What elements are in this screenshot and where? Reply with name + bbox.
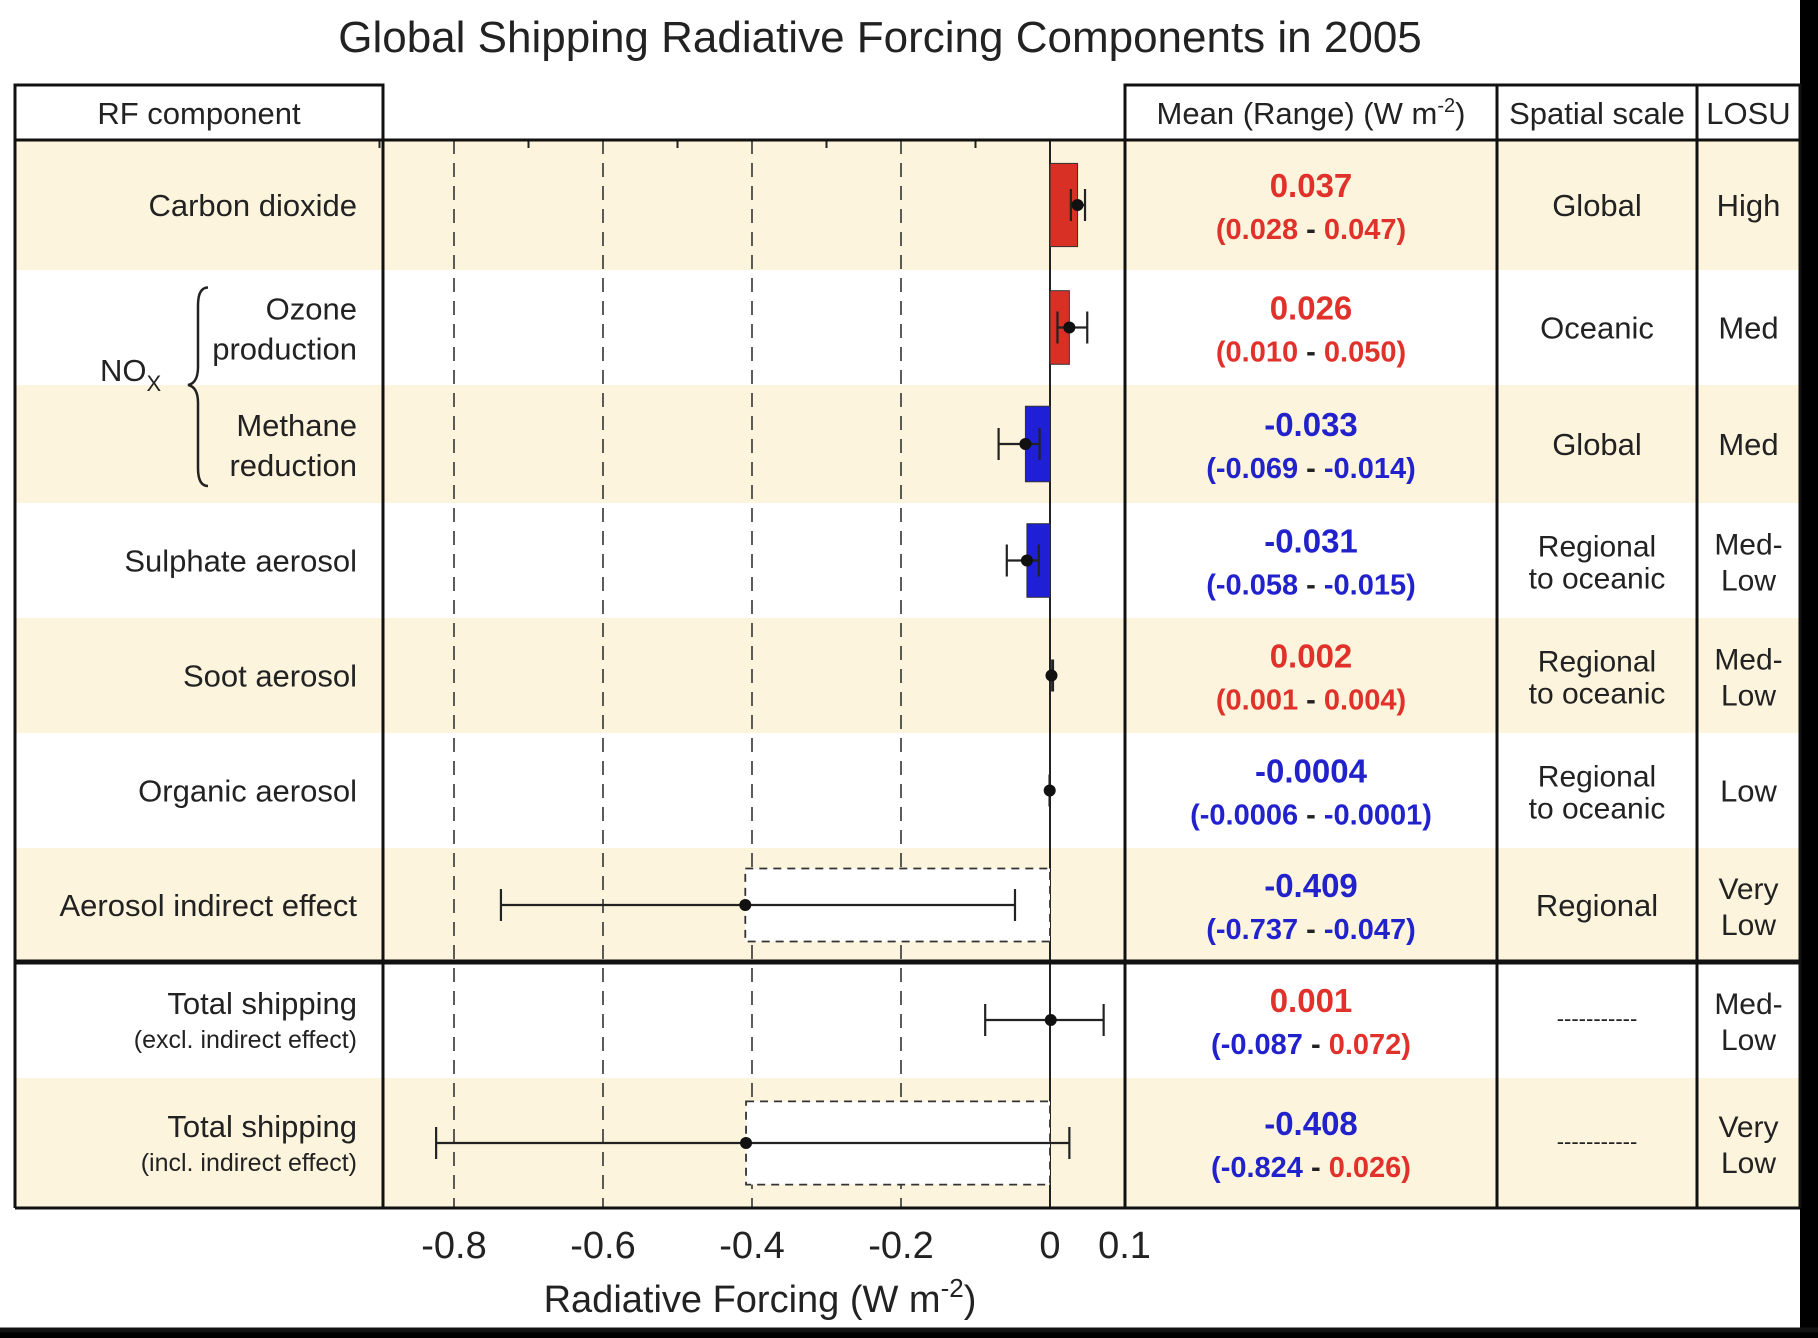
mean-point xyxy=(739,899,752,911)
row-label: Soot aerosol xyxy=(183,659,357,694)
spatial-scale: Oceanic xyxy=(1540,311,1654,346)
spatial-scale: Regional xyxy=(1536,888,1658,923)
chart-title: Global Shipping Radiative Forcing Compon… xyxy=(338,13,1422,62)
spatial-scale: to oceanic xyxy=(1529,563,1666,596)
mean-point xyxy=(1020,554,1033,567)
mean-point xyxy=(1071,199,1084,211)
mean-value: -0.033 xyxy=(1264,406,1358,443)
losu-value: Med xyxy=(1718,427,1778,462)
spatial-scale: Regional xyxy=(1538,646,1656,679)
mean-value: 0.002 xyxy=(1270,638,1353,675)
losu-value: Low xyxy=(1721,680,1776,713)
header-spatial-scale: Spatial scale xyxy=(1509,96,1685,131)
mean-point xyxy=(1045,669,1058,682)
row-label: Methane xyxy=(236,408,357,443)
spatial-scale: to oceanic xyxy=(1529,793,1666,826)
spatial-scale: Global xyxy=(1552,188,1642,223)
losu-value: Low xyxy=(1720,774,1777,809)
mean-point xyxy=(1063,321,1076,334)
mean-value: -0.031 xyxy=(1264,523,1358,560)
losu-value: High xyxy=(1717,188,1781,223)
losu-value: Very xyxy=(1718,1111,1778,1144)
losu-value: Low xyxy=(1721,1024,1776,1057)
x-tick-label: -0.2 xyxy=(868,1225,933,1267)
nox-brace xyxy=(187,286,209,488)
range-text: (-0.0006 - -0.0001) xyxy=(1190,800,1432,832)
spatial-scale: to oceanic xyxy=(1529,678,1666,711)
spatial-scale: Regional xyxy=(1538,761,1656,794)
mean-value: -0.409 xyxy=(1264,867,1358,904)
row-stripe xyxy=(15,140,1800,270)
row-label: Ozone xyxy=(266,292,357,327)
mean-point xyxy=(1043,784,1056,797)
mean-value: -0.408 xyxy=(1264,1105,1358,1142)
spatial-scale: Regional xyxy=(1538,531,1656,564)
range-text: (-0.087 - 0.072) xyxy=(1211,1029,1411,1061)
losu-value: Med- xyxy=(1714,644,1782,677)
x-tick-label: -0.6 xyxy=(570,1225,635,1267)
spatial-scale-dash: ----------- xyxy=(1557,1006,1638,1031)
mean-point xyxy=(740,1137,753,1149)
row-label: Total shipping xyxy=(167,1109,357,1144)
x-tick-label: -0.4 xyxy=(719,1225,784,1267)
row-sublabel: (excl. indirect effect) xyxy=(134,1026,357,1054)
x-tick-label: 0 xyxy=(1039,1225,1060,1267)
range-text: (-0.069 - -0.014) xyxy=(1206,453,1416,485)
range-text: (-0.737 - -0.047) xyxy=(1206,914,1416,946)
spatial-scale: Global xyxy=(1552,427,1642,462)
x-axis-label: Radiative Forcing (W m-2) xyxy=(544,1273,977,1321)
nox-label: NOX xyxy=(100,353,162,396)
row-stripe xyxy=(15,618,1800,733)
spatial-scale-dash: ----------- xyxy=(1557,1129,1638,1154)
mean-value: 0.037 xyxy=(1270,167,1353,204)
x-tick-label: 0.1 xyxy=(1098,1225,1151,1267)
mean-value: 0.026 xyxy=(1270,290,1353,327)
range-text: (0.010 - 0.050) xyxy=(1216,337,1406,369)
losu-value: Med- xyxy=(1714,988,1782,1021)
mean-value: -0.0004 xyxy=(1255,753,1368,790)
row-label: Sulphate aerosol xyxy=(124,544,357,579)
header-losu: LOSU xyxy=(1706,96,1790,131)
row-label: Total shipping xyxy=(167,986,357,1021)
mean-point xyxy=(1044,1014,1057,1026)
row-label: production xyxy=(212,332,357,367)
row-label: Carbon dioxide xyxy=(148,188,357,223)
row-stripe xyxy=(15,385,1800,503)
row-sublabel: (incl. indirect effect) xyxy=(141,1149,357,1177)
losu-value: Med xyxy=(1718,311,1778,346)
range-text: (-0.058 - -0.015) xyxy=(1206,570,1416,602)
losu-value: Med- xyxy=(1714,529,1782,562)
range-text: (-0.824 - 0.026) xyxy=(1211,1152,1411,1184)
row-label: Aerosol indirect effect xyxy=(59,888,357,923)
header-mean-range: Mean (Range) (W m-2) xyxy=(1157,95,1466,131)
range-text: (0.028 - 0.047) xyxy=(1216,214,1406,246)
x-tick-label: -0.8 xyxy=(421,1225,486,1267)
row-label: reduction xyxy=(229,448,357,483)
losu-value: Low xyxy=(1721,565,1776,598)
mean-value: 0.001 xyxy=(1270,982,1353,1019)
range-text: (0.001 - 0.004) xyxy=(1216,685,1406,717)
losu-value: Very xyxy=(1718,873,1778,906)
mean-point xyxy=(1019,438,1032,450)
losu-value: Low xyxy=(1721,1147,1776,1180)
row-label: Organic aerosol xyxy=(138,774,357,809)
losu-value: Low xyxy=(1721,909,1776,942)
header-rf-component: RF component xyxy=(97,96,301,131)
